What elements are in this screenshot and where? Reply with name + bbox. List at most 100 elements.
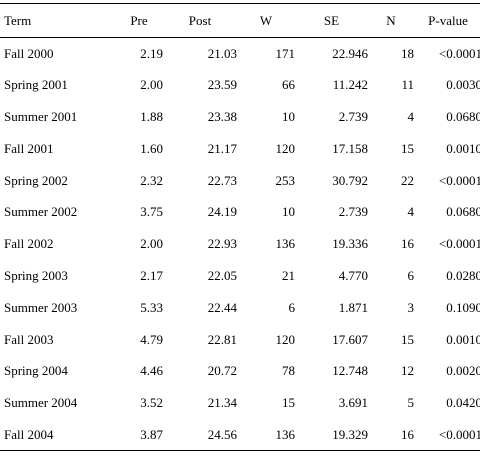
cell-n: 4 [407, 108, 415, 124]
cell-term: Fall 2002 [4, 236, 54, 252]
table-row: Summer 2001 1.88 23.38 10 2.739 4 0.0680 [0, 101, 480, 133]
cell-n: 22 [401, 172, 414, 188]
cell-w: 21 [282, 267, 295, 283]
table-body: Fall 2000 2.19 21.03 171 22.946 18 <0.0001 Spri… [0, 38, 480, 452]
cell-w: 10 [282, 204, 295, 220]
results-table: Term Pre Post W SE N P-value Fall 2000 2.… [0, 3, 480, 452]
cell-se: 19.329 [295, 419, 368, 452]
cell-w: 6 [288, 299, 296, 315]
cell-n: 11 [401, 77, 414, 93]
cell-se: 11.242 [332, 77, 368, 93]
cell-w: 10 [282, 108, 295, 124]
cell-post: 24.19 [207, 204, 237, 220]
table-header: Term Pre Post W SE N P-value [0, 3, 480, 38]
cell-se: 17.158 [332, 140, 368, 156]
cell-term: Fall 2003 [4, 331, 54, 347]
cell-post: 21.03 [207, 45, 237, 61]
table-row: Fall 2003 4.79 22.81 120 17.607 15 0.0010 [0, 324, 480, 356]
cell-se: 19.336 [332, 236, 368, 252]
cell-pre: 2.32 [140, 172, 163, 188]
cell-w: 171 [275, 45, 296, 61]
cell-post: 24.56 [163, 419, 237, 452]
cell-pre: 5.33 [140, 299, 163, 315]
table-row: Summer 2002 3.75 24.19 10 2.739 4 0.0680 [0, 196, 480, 228]
cell-p-value: <0.0001 [438, 45, 480, 61]
cell-se: 2.739 [338, 204, 368, 220]
cell-n: 5 [407, 395, 415, 411]
cell-post: 21.34 [207, 395, 237, 411]
header-term: Term [0, 3, 115, 38]
cell-term: Fall 2001 [4, 140, 54, 156]
table-row: Spring 2002 2.32 22.73 253 30.792 22 <0.0001 [0, 165, 480, 197]
cell-w: 120 [275, 331, 296, 347]
cell-post: 22.73 [207, 172, 237, 188]
table-row: Spring 2004 4.46 20.72 78 12.748 12 0.0020 [0, 355, 480, 387]
header-pre: Pre [115, 3, 163, 38]
cell-se: 12.748 [332, 363, 368, 379]
cell-w: 253 [275, 172, 296, 188]
header-row: Term Pre Post W SE N P-value [0, 3, 480, 38]
cell-term: Spring 2003 [4, 267, 68, 283]
cell-pre: 2.00 [140, 77, 163, 93]
cell-w: 136 [275, 236, 296, 252]
header-se: SE [295, 3, 368, 38]
cell-se: 3.691 [338, 395, 368, 411]
cell-p-value: 0.0420 [446, 395, 480, 411]
cell-w: 120 [275, 140, 296, 156]
header-p-value: P-value [414, 3, 480, 38]
cell-w: 66 [282, 77, 295, 93]
cell-post: 23.38 [207, 108, 237, 124]
cell-p-value: <0.0001 [438, 236, 480, 252]
cell-pre: 4.79 [140, 331, 163, 347]
header-n: N [368, 3, 414, 38]
cell-pre: 2.00 [140, 236, 163, 252]
cell-pre: 2.19 [140, 45, 163, 61]
cell-n: 3 [407, 299, 415, 315]
cell-pre: 4.46 [140, 363, 163, 379]
cell-n: 6 [407, 267, 415, 283]
cell-post: 22.05 [207, 267, 237, 283]
cell-n: 4 [407, 204, 415, 220]
cell-se: 2.739 [338, 108, 368, 124]
cell-pre: 3.52 [140, 395, 163, 411]
cell-term: Fall 2004 [0, 419, 115, 452]
cell-term: Summer 2002 [4, 204, 78, 220]
cell-post: 23.59 [207, 77, 237, 93]
cell-term: Spring 2004 [4, 363, 68, 379]
cell-n: 18 [401, 45, 414, 61]
cell-post: 22.44 [207, 299, 237, 315]
table-row: Summer 2003 5.33 22.44 6 1.871 3 0.1090 [0, 292, 480, 324]
cell-term: Spring 2002 [4, 172, 68, 188]
cell-p-value: <0.0001 [414, 419, 480, 452]
cell-term: Summer 2001 [4, 108, 78, 124]
cell-w: 136 [237, 419, 295, 452]
cell-pre: 1.60 [140, 140, 163, 156]
cell-n: 15 [401, 331, 414, 347]
cell-p-value: 0.0680 [446, 108, 480, 124]
cell-term: Summer 2003 [4, 299, 78, 315]
cell-p-value: 0.0280 [446, 267, 480, 283]
cell-se: 1.871 [338, 299, 368, 315]
cell-term: Summer 2004 [4, 395, 78, 411]
cell-pre: 1.88 [140, 108, 163, 124]
cell-pre: 3.87 [115, 419, 163, 452]
cell-post: 22.93 [207, 236, 237, 252]
cell-post: 21.17 [207, 140, 237, 156]
table-row: Fall 2001 1.60 21.17 120 17.158 15 0.0010 [0, 133, 480, 165]
cell-n: 16 [401, 236, 414, 252]
cell-p-value: 0.0010 [446, 331, 480, 347]
table-row: Fall 2002 2.00 22.93 136 19.336 16 <0.0001 [0, 228, 480, 260]
table-row: Spring 2003 2.17 22.05 21 4.770 6 0.0280 [0, 260, 480, 292]
cell-pre: 2.17 [140, 267, 163, 283]
header-post: Post [163, 3, 237, 38]
cell-se: 22.946 [332, 45, 368, 61]
cell-p-value: 0.0030 [446, 77, 480, 93]
table-row: Summer 2004 3.52 21.34 15 3.691 5 0.0420 [0, 387, 480, 419]
table-row: Spring 2001 2.00 23.59 66 11.242 11 0.0030 [0, 69, 480, 101]
cell-w: 15 [282, 395, 295, 411]
cell-se: 4.770 [338, 267, 368, 283]
cell-n: 12 [401, 363, 414, 379]
cell-se: 30.792 [332, 172, 368, 188]
cell-p-value: 0.0010 [446, 140, 480, 156]
